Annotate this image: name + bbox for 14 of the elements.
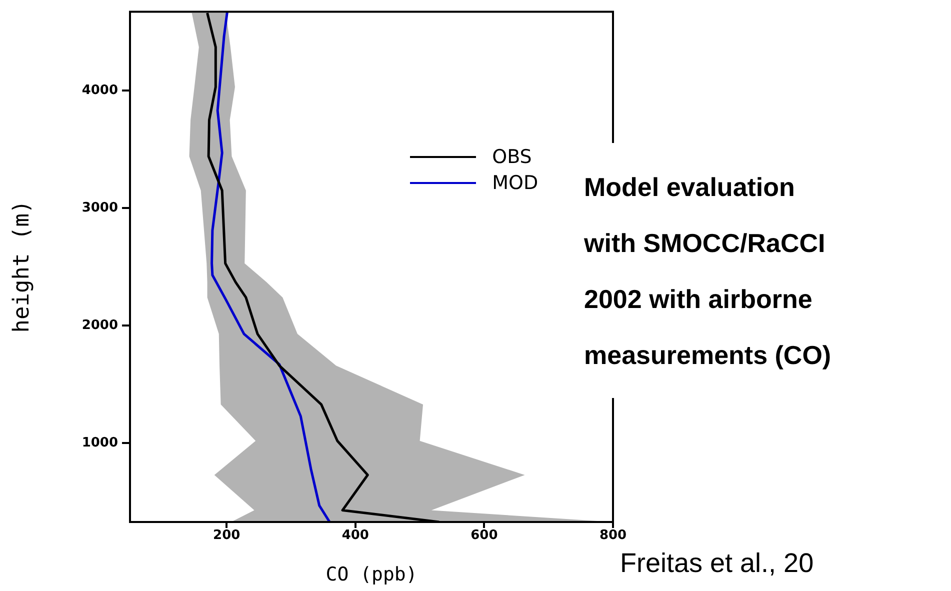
legend-label: MOD bbox=[492, 172, 538, 194]
text: Freitas et al., 20 bbox=[620, 548, 814, 578]
legend-label: OBS bbox=[492, 146, 532, 168]
y-tick-label: 2000 bbox=[82, 318, 118, 334]
x-tick-label: 400 bbox=[342, 528, 369, 544]
y-tick-label: 3000 bbox=[82, 200, 118, 216]
y-tick-label: 1000 bbox=[82, 436, 118, 451]
y-tick-label: 4000 bbox=[82, 82, 118, 98]
x-tick-label: 800 bbox=[599, 528, 627, 544]
x-tick-label: 200 bbox=[213, 528, 240, 544]
y-axis-title: height (m) bbox=[10, 200, 35, 334]
annotation: Model evaluation with SMOCC/RaCCI 2002 with airborne measurements (CO) bbox=[584, 170, 832, 372]
x-tick-label: 600 bbox=[470, 528, 498, 544]
x-axis-title: CO (ppb) bbox=[326, 564, 418, 586]
